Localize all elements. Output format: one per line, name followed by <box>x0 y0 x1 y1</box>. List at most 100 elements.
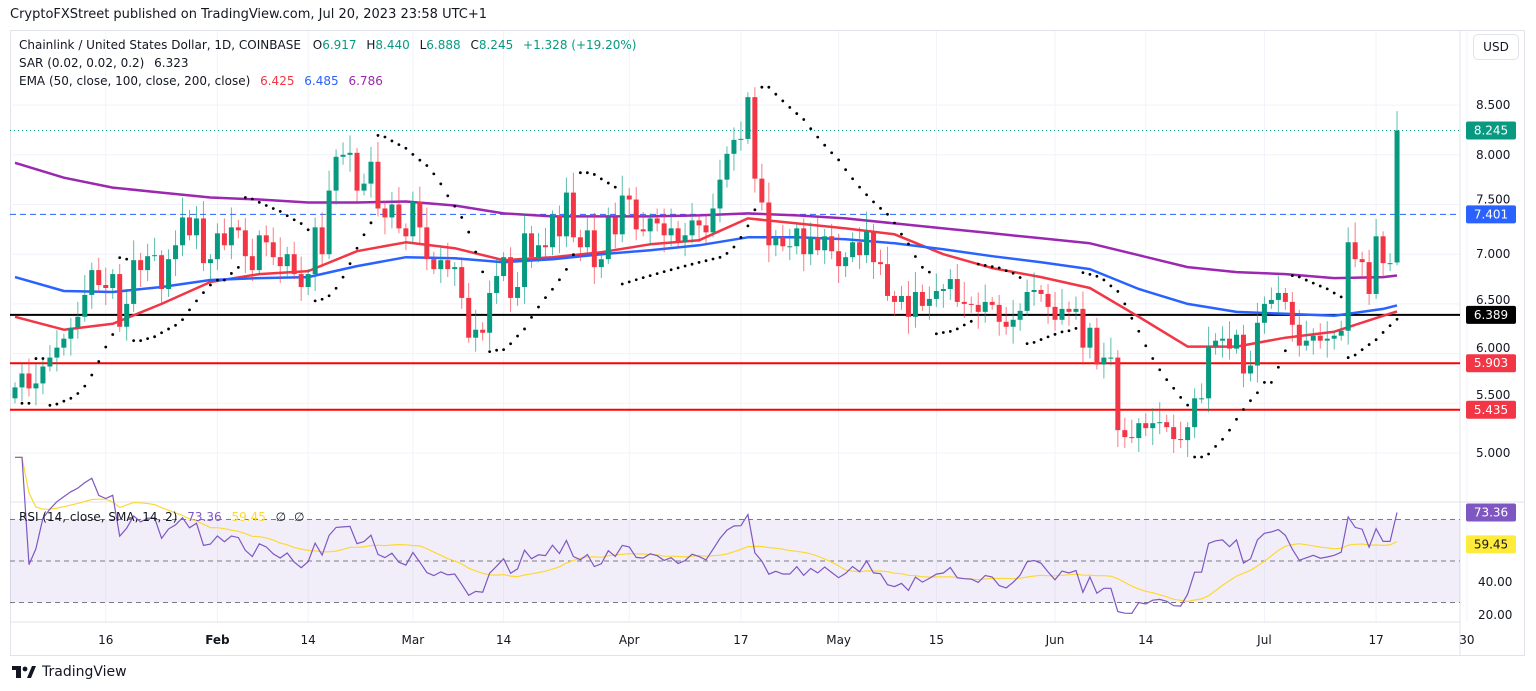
candle-body <box>773 237 779 246</box>
candle-body <box>1366 262 1372 294</box>
sar-dot <box>1046 335 1050 339</box>
sar-legend[interactable]: SAR (0.02, 0.02, 0.2) 6.323 <box>19 56 189 70</box>
sar-dot <box>955 327 959 331</box>
candle-body <box>661 223 667 236</box>
candle-body <box>871 231 877 263</box>
candle-body <box>926 298 932 306</box>
candle-body <box>515 287 521 298</box>
sar-dot <box>285 214 289 218</box>
candle-body <box>1240 334 1246 374</box>
candle-body <box>1303 340 1309 346</box>
chart-frame <box>10 30 1525 656</box>
candle-body <box>668 228 674 236</box>
sar-dot <box>934 332 938 336</box>
sar-dot <box>1207 452 1210 456</box>
candle-body <box>982 301 988 312</box>
candle-body <box>68 327 74 339</box>
candle-body <box>1136 423 1142 439</box>
sar-dot <box>578 171 582 175</box>
candle-body <box>1171 427 1177 440</box>
sar-dot <box>362 233 366 237</box>
rsi-line <box>15 456 1398 615</box>
sar-dot <box>886 212 889 216</box>
time-tick-label: 17 <box>1368 633 1383 647</box>
sar-dot <box>823 143 827 147</box>
sar-dot <box>648 274 652 278</box>
sar-dot <box>1256 391 1259 395</box>
sar-dot <box>572 253 575 257</box>
footer-brand[interactable]: TradingView <box>12 664 127 680</box>
price-tag-6.389-bg <box>1466 305 1516 324</box>
candle-body <box>480 329 486 333</box>
time-tick-label: 14 <box>496 633 511 647</box>
candle-body <box>1234 334 1239 349</box>
candle-body <box>19 373 25 388</box>
candles <box>12 87 1400 457</box>
candle-body <box>1331 335 1337 339</box>
candle-body <box>996 304 1002 322</box>
candle-body <box>187 217 192 236</box>
candle-body <box>1324 338 1330 341</box>
candle-body <box>822 236 828 251</box>
sar-dot <box>1193 455 1197 459</box>
ema200-value: 6.786 <box>348 74 383 88</box>
currency-button[interactable]: USD <box>1473 34 1519 60</box>
candle-body <box>612 217 618 235</box>
sar-dot <box>969 319 973 323</box>
candle-body <box>1352 242 1358 260</box>
sar-dot <box>1388 324 1392 328</box>
ema-legend[interactable]: EMA (50, close, 100, close, 200, close) … <box>19 74 383 88</box>
candle-body <box>145 256 151 271</box>
candle-body <box>305 274 311 288</box>
sar-dot <box>1074 327 1078 330</box>
sar-dot <box>1311 281 1315 285</box>
price-tick-label: 5.000 <box>1476 446 1510 460</box>
symbol-legend[interactable]: Chainlink / United States Dollar, 1D, CO… <box>19 38 636 52</box>
sar-dot <box>446 194 450 198</box>
time-tick-label: May <box>826 633 851 647</box>
candle-body <box>117 274 123 327</box>
rsi-sma-line <box>15 456 1398 603</box>
candle-body <box>40 366 46 384</box>
price-tick-label: 7.000 <box>1476 247 1510 261</box>
sar-dot <box>432 172 436 176</box>
candle-body <box>431 259 437 270</box>
sar-dot <box>1158 368 1162 372</box>
sar-dot <box>914 255 917 258</box>
candle-body <box>340 154 346 157</box>
candle-body <box>319 227 325 255</box>
sar-dot <box>1339 295 1343 299</box>
candle-body <box>417 201 423 228</box>
candle-body <box>54 347 60 358</box>
rsi-sma-tag-bg <box>1466 535 1516 554</box>
sar-dot <box>830 151 834 155</box>
candle-body <box>452 267 458 270</box>
sar-dot <box>41 357 45 360</box>
sar-dot <box>1067 329 1071 333</box>
rsi-legend[interactable]: RSI (14, close, SMA, 14, 2) 73.36 59.45 … <box>19 510 304 524</box>
candle-body <box>131 260 137 304</box>
sar-dot <box>516 334 519 338</box>
sar-dot <box>1032 340 1036 344</box>
candle-body <box>389 204 395 218</box>
sar-dot <box>348 262 352 266</box>
candle-body <box>1345 242 1351 331</box>
time-tick-label: 30 <box>1459 633 1474 647</box>
candle-body <box>473 329 479 338</box>
price-tick-label: 8.000 <box>1476 148 1510 162</box>
sar-dot <box>795 112 799 115</box>
candle-body <box>522 233 528 288</box>
sar-dot <box>990 265 994 269</box>
candle-body <box>508 257 514 298</box>
rsi-sma-value: 59.45 <box>231 510 266 524</box>
sar-dot <box>209 283 212 287</box>
candle-body <box>1213 340 1219 347</box>
candle-body <box>1261 303 1267 323</box>
sar-dot <box>313 299 317 303</box>
sar-dot <box>1109 284 1113 288</box>
sar-dot <box>788 105 792 109</box>
price-tag-7.401-bg <box>1466 205 1516 224</box>
candle-body <box>375 161 381 209</box>
sar-dot <box>872 200 875 204</box>
